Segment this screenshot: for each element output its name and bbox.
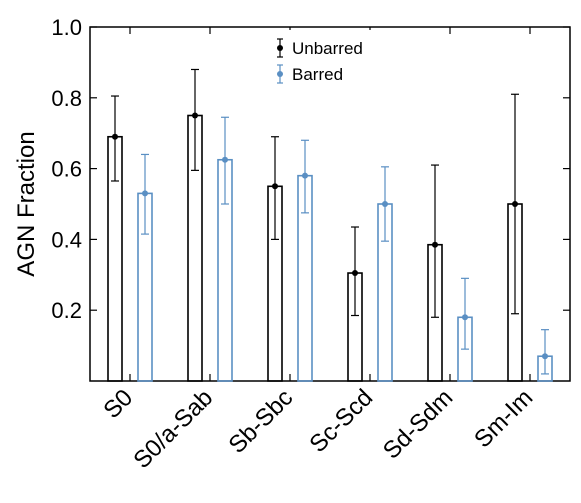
bars	[107, 114, 553, 382]
error-bars	[111, 68, 549, 375]
y-tick-label: 0.4	[51, 227, 82, 252]
data-point	[272, 183, 278, 190]
legend-label: Barred	[292, 65, 343, 84]
y-tick-label: 0.8	[51, 86, 82, 111]
data-point	[112, 133, 118, 140]
data-point	[222, 156, 228, 163]
x-tick-label: S0/a-Sab	[128, 384, 218, 474]
legend-marker	[277, 45, 283, 51]
legend-box	[266, 30, 398, 88]
data-point	[462, 314, 468, 321]
legend-marker	[277, 71, 283, 77]
plot-frame	[89, 26, 571, 382]
data-point	[382, 201, 388, 207]
data-point	[432, 241, 438, 248]
x-tick-label: Sd-Sdm	[378, 384, 458, 464]
x-tick-label: Sc-Scd	[304, 384, 378, 458]
y-tick-label: 0.2	[51, 298, 82, 323]
data-point	[302, 172, 308, 179]
data-point	[352, 270, 358, 277]
y-axis: 0.2 0.4 0.6 0.8 1.0	[51, 15, 570, 323]
legend-label: Unbarred	[292, 39, 363, 58]
data-point	[192, 112, 198, 119]
x-tick-label: Sm-Im	[469, 384, 538, 453]
x-tick-label: Sb-Sbc	[223, 384, 298, 459]
x-tick-label: S0	[98, 384, 138, 424]
y-tick-label: 0.6	[51, 157, 82, 182]
y-tick-label: 1.0	[51, 15, 82, 40]
y-axis-label: AGN Fraction	[13, 131, 40, 276]
legend: Unbarred Barred	[266, 30, 398, 88]
data-point	[512, 201, 518, 207]
data-point	[542, 353, 548, 360]
data-point	[142, 190, 148, 197]
